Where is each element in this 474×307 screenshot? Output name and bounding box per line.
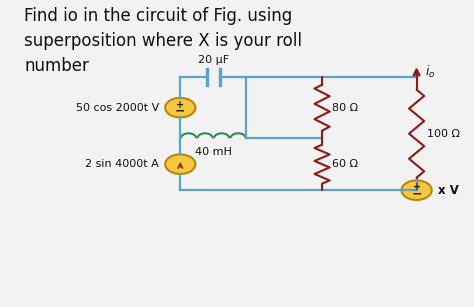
Text: 40 mH: 40 mH [195,147,232,157]
Text: −: − [175,105,185,118]
Text: x V: x V [438,184,459,197]
Text: 80 Ω: 80 Ω [332,103,359,113]
Text: Find io in the circuit of Fig. using
superposition where X is your roll
number: Find io in the circuit of Fig. using sup… [24,7,302,75]
Circle shape [165,98,195,118]
Text: 20 μF: 20 μF [198,56,229,65]
Text: 60 Ω: 60 Ω [332,159,358,169]
Circle shape [401,181,432,200]
Circle shape [165,154,195,174]
Text: $i_o$: $i_o$ [425,64,436,80]
Text: +: + [176,99,184,110]
Text: +: + [412,182,420,192]
Text: −: − [411,187,422,200]
Text: 100 Ω: 100 Ω [427,129,460,139]
Text: 50 cos 2000t V: 50 cos 2000t V [76,103,159,113]
Text: 2 sin 4000t A: 2 sin 4000t A [85,159,159,169]
